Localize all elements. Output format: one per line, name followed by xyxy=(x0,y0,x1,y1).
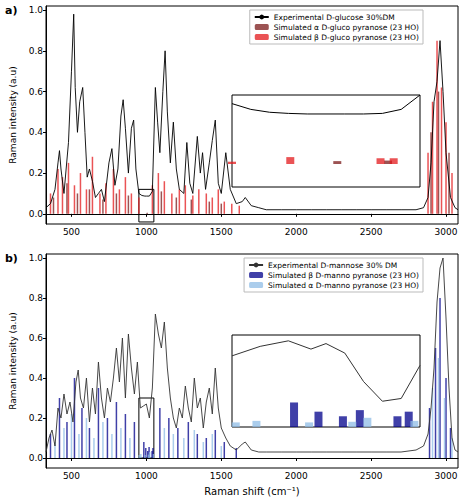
svg-text:Raman intensity (a.u): Raman intensity (a.u) xyxy=(8,312,18,409)
svg-text:Experimental D-glucose 30%DM: Experimental D-glucose 30%DM xyxy=(274,13,395,22)
svg-text:Raman shift (cm⁻¹): Raman shift (cm⁻¹) xyxy=(204,486,299,497)
svg-text:Raman intensity (a.u): Raman intensity (a.u) xyxy=(8,66,18,163)
svg-text:2000: 2000 xyxy=(285,227,308,237)
svg-text:500: 500 xyxy=(63,471,80,481)
svg-text:b): b) xyxy=(5,252,18,265)
svg-text:3000: 3000 xyxy=(435,227,458,237)
svg-text:1500: 1500 xyxy=(210,227,233,237)
svg-text:0.0: 0.0 xyxy=(29,453,44,463)
svg-text:Simulated α D-gluco pyranose (: Simulated α D-gluco pyranose (23 HO) xyxy=(274,23,419,32)
svg-text:Experimental D-mannose 30% DM: Experimental D-mannose 30% DM xyxy=(268,261,397,270)
svg-text:2500: 2500 xyxy=(360,471,383,481)
svg-text:Simulated β D-gluco pyranose (: Simulated β D-gluco pyranose (23 HO) xyxy=(274,33,419,42)
svg-text:1.0: 1.0 xyxy=(29,253,44,263)
svg-text:1.0: 1.0 xyxy=(29,5,44,15)
svg-text:1000: 1000 xyxy=(135,471,158,481)
svg-text:0.4: 0.4 xyxy=(29,373,44,383)
svg-text:0.6: 0.6 xyxy=(29,87,44,97)
svg-text:3000: 3000 xyxy=(435,471,458,481)
svg-text:a): a) xyxy=(5,4,17,17)
svg-text:1000: 1000 xyxy=(135,227,158,237)
svg-text:2500: 2500 xyxy=(360,227,383,237)
svg-text:0.0: 0.0 xyxy=(29,209,44,219)
svg-text:Simulated α D-manno pyranose (: Simulated α D-manno pyranose (23 HO) xyxy=(268,281,419,290)
svg-text:Simulated β D-manno pyranose (: Simulated β D-manno pyranose (23 HO) xyxy=(268,271,419,280)
svg-text:500: 500 xyxy=(63,227,80,237)
svg-text:0.8: 0.8 xyxy=(29,293,44,303)
svg-text:0.2: 0.2 xyxy=(29,168,43,178)
svg-text:0.4: 0.4 xyxy=(29,127,44,137)
svg-text:2000: 2000 xyxy=(285,471,308,481)
svg-text:1500: 1500 xyxy=(210,471,233,481)
svg-text:0.8: 0.8 xyxy=(29,46,44,56)
svg-text:0.2: 0.2 xyxy=(29,413,43,423)
svg-text:0.6: 0.6 xyxy=(29,333,44,343)
